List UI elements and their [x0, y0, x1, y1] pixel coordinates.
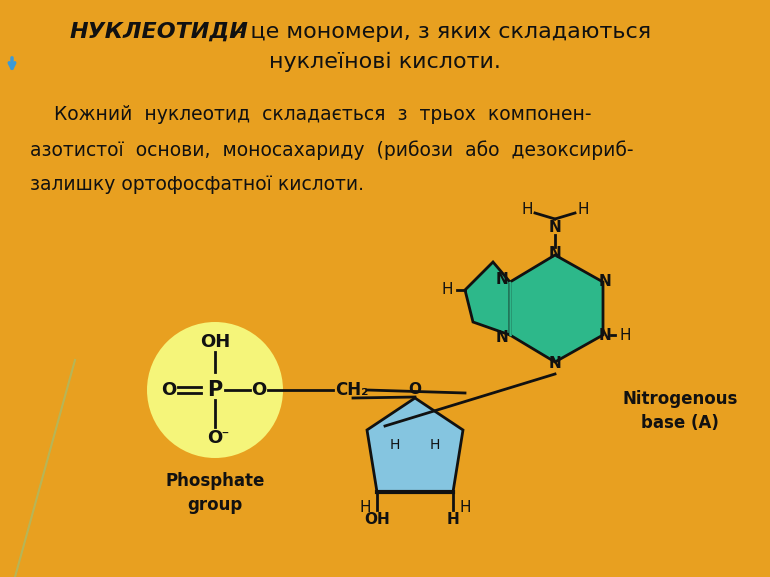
Text: O: O — [251, 381, 266, 399]
Text: – це мономери, з яких складаються: – це мономери, з яких складаються — [225, 22, 651, 42]
Text: N: N — [548, 219, 561, 234]
Text: CH₂: CH₂ — [335, 381, 368, 399]
Text: H: H — [521, 201, 533, 216]
Text: H: H — [430, 438, 440, 452]
Text: N: N — [496, 272, 508, 287]
Text: OH: OH — [364, 512, 390, 527]
Polygon shape — [465, 262, 510, 335]
Circle shape — [147, 322, 283, 458]
Text: H: H — [390, 438, 400, 452]
Text: N: N — [598, 275, 611, 290]
Text: H: H — [441, 283, 453, 298]
Polygon shape — [510, 255, 603, 362]
Text: OH: OH — [200, 333, 230, 351]
Text: N: N — [598, 328, 611, 343]
Text: N: N — [548, 246, 561, 261]
Text: H: H — [578, 201, 589, 216]
Text: N: N — [548, 357, 561, 372]
Text: азотистої  основи,  моносахариду  (рибози  або  дезоксириб-: азотистої основи, моносахариду (рибози а… — [30, 140, 634, 160]
Text: нуклеїнові кислоти.: нуклеїнові кислоти. — [269, 52, 501, 72]
Text: H: H — [447, 512, 460, 527]
Text: залишку ортофосфатної кислоти.: залишку ортофосфатної кислоти. — [30, 175, 364, 194]
Polygon shape — [510, 282, 511, 336]
Text: O: O — [207, 429, 223, 447]
Text: O: O — [409, 383, 421, 398]
Text: –: – — [222, 427, 229, 441]
Text: N: N — [496, 329, 508, 344]
Text: H: H — [459, 500, 470, 515]
Text: P: P — [207, 380, 223, 400]
Text: H: H — [360, 500, 370, 515]
Text: НУКЛЕОТИДИ: НУКЛЕОТИДИ — [70, 22, 249, 42]
Polygon shape — [367, 398, 463, 492]
Text: H: H — [619, 328, 631, 343]
Text: Кожний  нуклеотид  складається  з  трьох  компонен-: Кожний нуклеотид складається з трьох ком… — [30, 105, 591, 124]
Text: Phosphate
group: Phosphate group — [166, 472, 265, 514]
Text: O: O — [162, 381, 176, 399]
Text: Nitrogenous
base (A): Nitrogenous base (A) — [622, 390, 738, 432]
